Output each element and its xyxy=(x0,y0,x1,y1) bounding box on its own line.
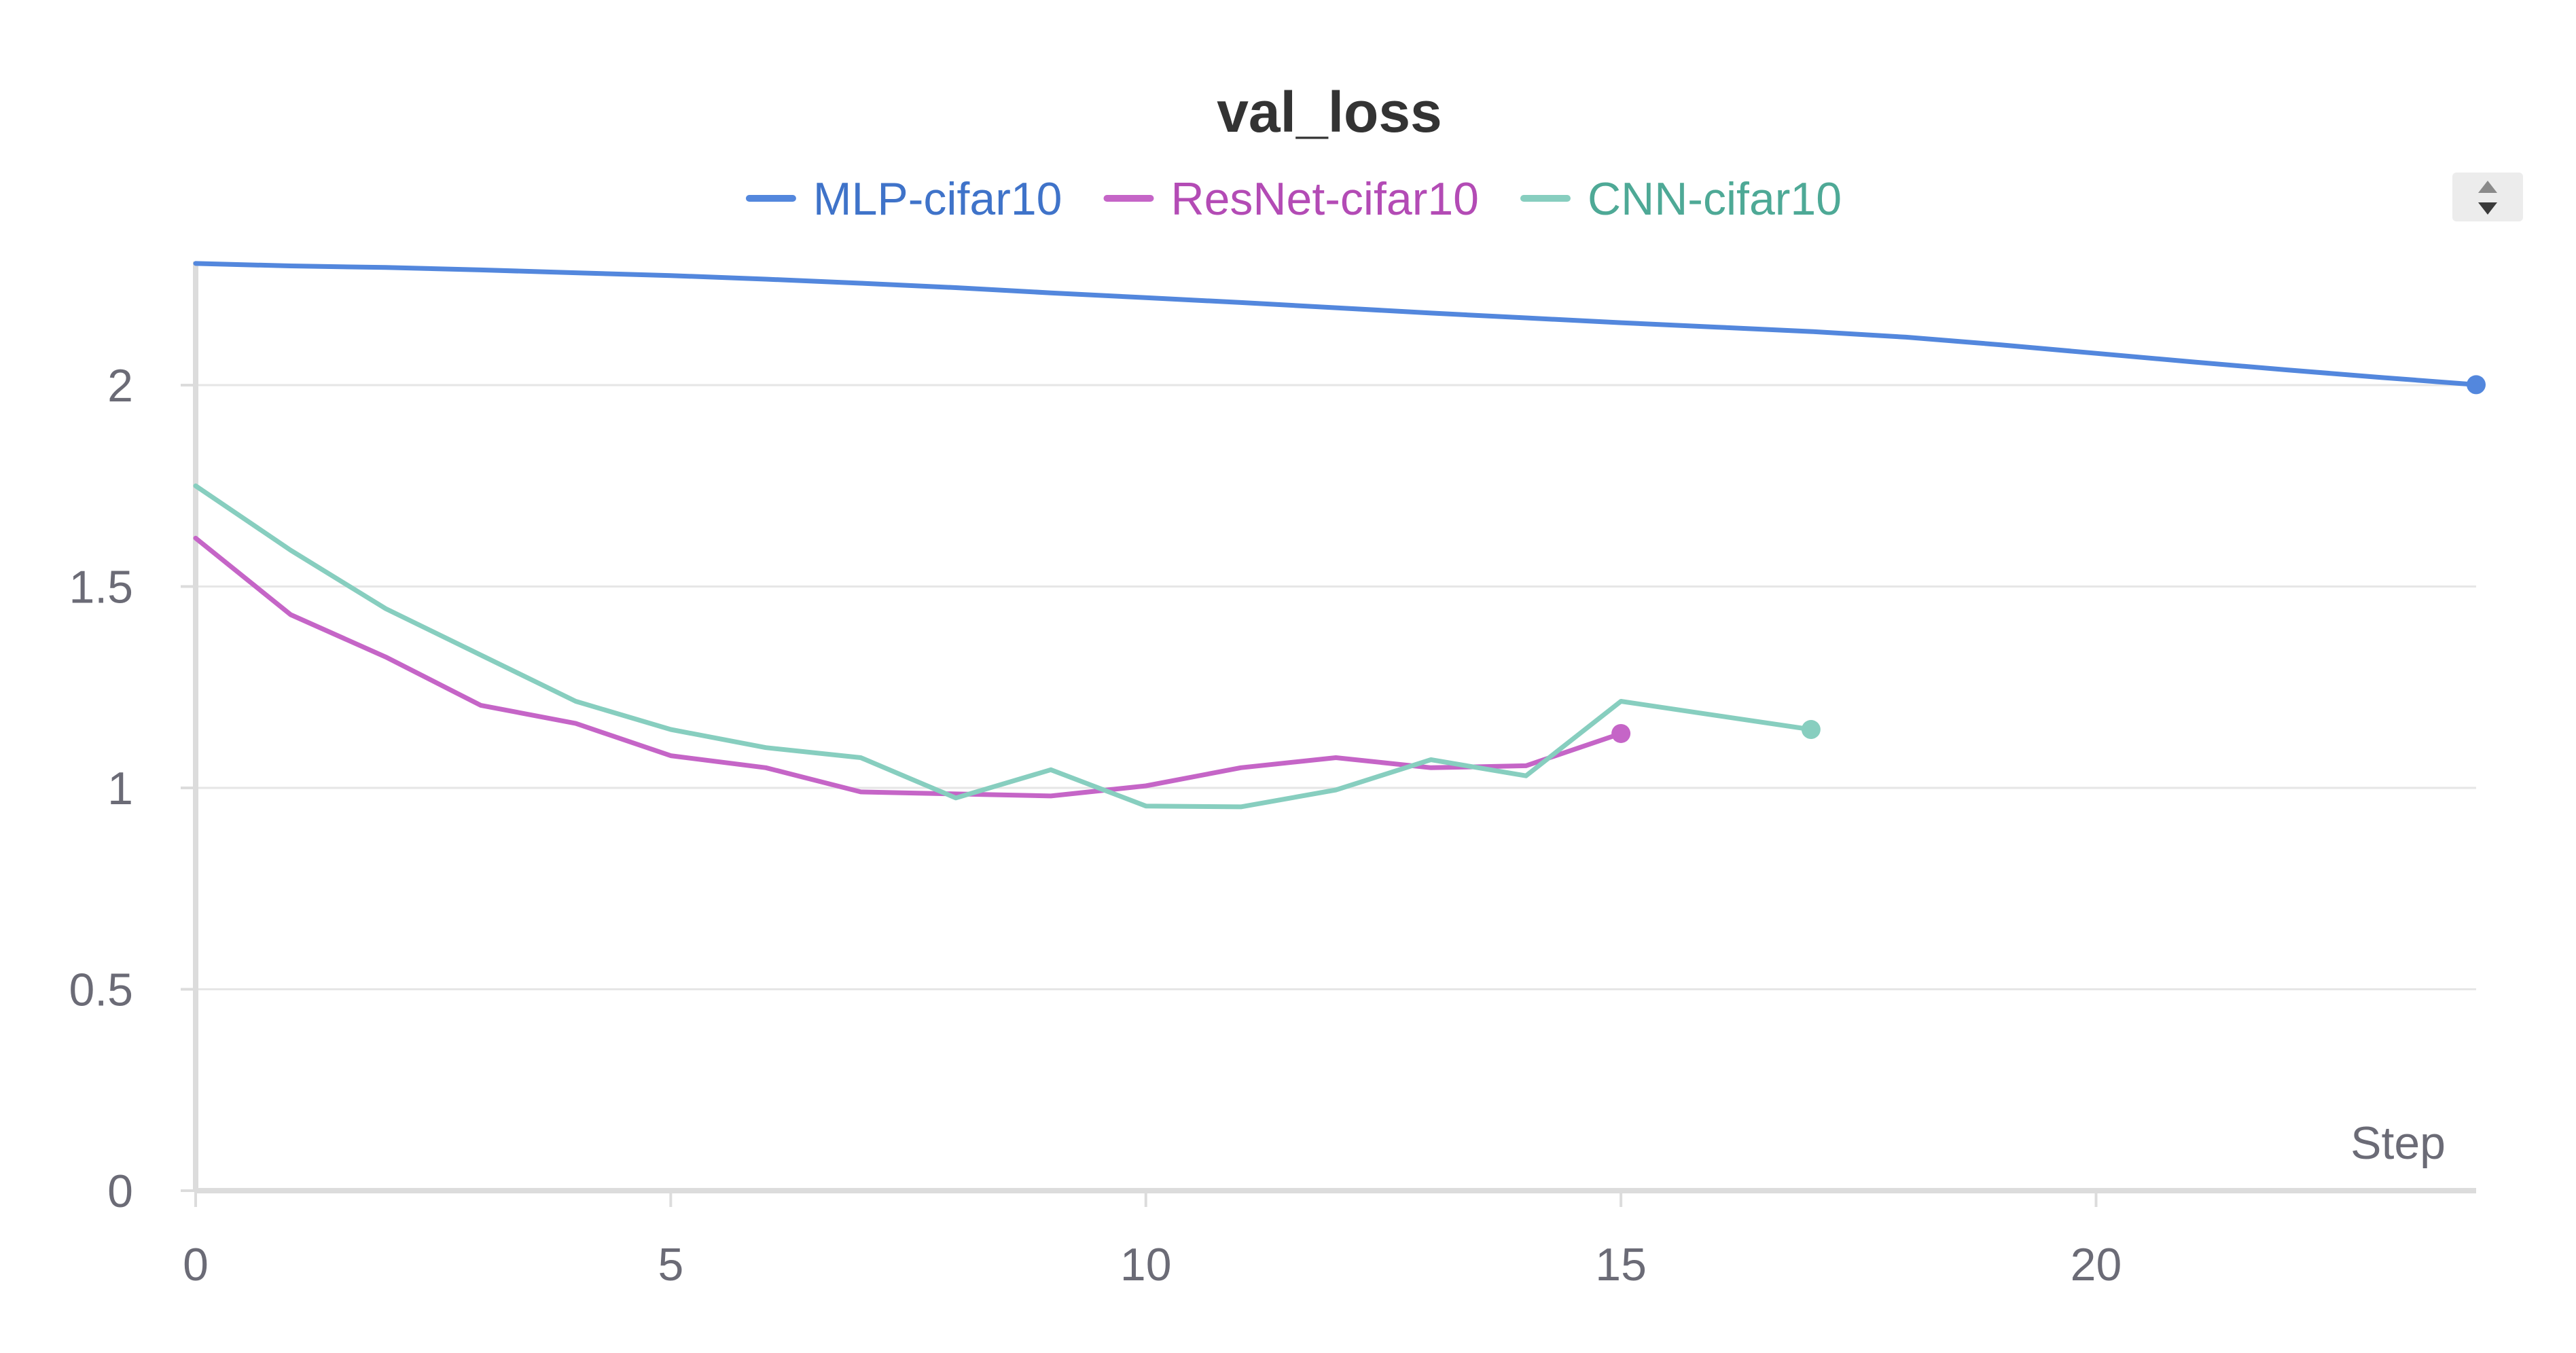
x-axis-ticks: 0 5 10 15 20 xyxy=(183,1191,2122,1291)
axes xyxy=(193,261,2476,1193)
legend-label: ResNet-cifar10 xyxy=(1170,173,1479,225)
legend-item-mlp-cifar10: MLP-cifar10 xyxy=(745,173,1062,225)
x-tick-label: 15 xyxy=(1595,1239,1647,1291)
x-tick-label: 5 xyxy=(658,1239,683,1291)
x-tick-label: 20 xyxy=(2071,1239,2122,1291)
y-tick-label: 0 xyxy=(107,1166,133,1217)
series-line-cnn-cifar10 xyxy=(193,483,1814,810)
series-end-marker-cnn-cifar10 xyxy=(1801,720,1821,740)
legend-label: CNN-cifar10 xyxy=(1588,173,1842,225)
y-tick-label: 0.5 xyxy=(69,964,133,1016)
y-tick-label: 1 xyxy=(107,763,133,814)
series-end-marker-resnet-cifar10 xyxy=(1611,723,1631,743)
x-tick-label: 10 xyxy=(1120,1239,1172,1291)
y-tick-label: 2 xyxy=(107,360,133,412)
gridlines xyxy=(196,384,2476,990)
series-lines xyxy=(193,261,2486,810)
up-down-arrows-icon xyxy=(2478,181,2497,215)
legend-item-cnn-cifar10: CNN-cifar10 xyxy=(1520,173,1842,225)
series-line-mlp-cifar10 xyxy=(193,261,2479,387)
legend-scroll-button[interactable] xyxy=(2452,173,2523,221)
series-end-marker-mlp-cifar10 xyxy=(2467,375,2486,395)
y-axis-ticks: 0 0.5 1 1.5 2 xyxy=(69,360,196,1217)
series-line-resnet-cifar10 xyxy=(193,535,1624,799)
x-axis-title: Step xyxy=(2350,1117,2446,1169)
legend-item-resnet-cifar10: ResNet-cifar10 xyxy=(1103,173,1479,225)
legend-label: MLP-cifar10 xyxy=(813,173,1062,225)
y-tick-label: 1.5 xyxy=(69,562,133,613)
legend: MLP-cifar10 ResNet-cifar10 CNN-cifar10 xyxy=(745,173,1842,225)
chart-title: val_loss xyxy=(1217,80,1442,144)
x-tick-label: 0 xyxy=(183,1239,209,1291)
